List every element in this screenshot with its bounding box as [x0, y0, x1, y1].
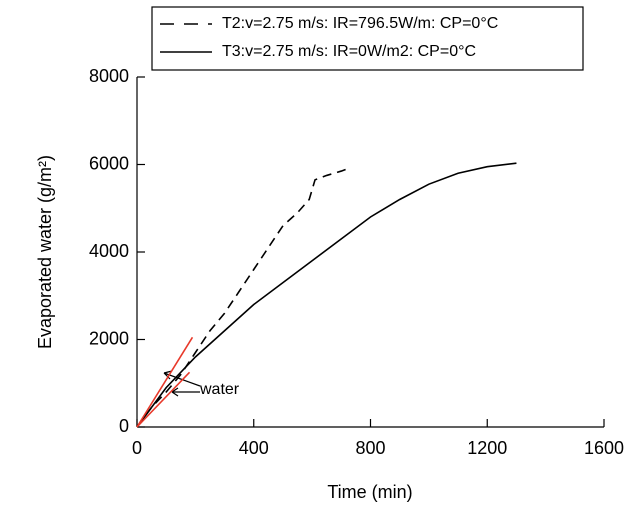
x-tick-label: 1200	[467, 438, 507, 458]
x-tick-label: 400	[239, 438, 269, 458]
y-tick-label: 8000	[89, 66, 129, 86]
x-tick-label: 1600	[584, 438, 624, 458]
legend: T2:v=2.75 m/s: IR=796.5W/m: CP=0°C T3:v=2…	[151, 6, 584, 71]
arrow	[171, 387, 200, 397]
legend-label: T2:v=2.75 m/s: IR=796.5W/m: CP=0°C	[222, 15, 498, 32]
y-tick-label: 4000	[89, 241, 129, 261]
x-tick-label: 0	[132, 438, 142, 458]
series-line	[136, 336, 194, 428]
y-axis-label: Evaporated water (g/m²)	[35, 155, 55, 349]
x-axis-label: Time (min)	[327, 482, 412, 502]
series-line	[136, 167, 351, 428]
y-tick-label: 0	[119, 416, 129, 436]
y-tick-label: 2000	[89, 328, 129, 348]
annotation: water	[199, 381, 240, 398]
legend-label: T3:v=2.75 m/s: IR=0W/m2: CP=0°C	[222, 43, 476, 60]
series-line	[136, 371, 191, 428]
x-tick-label: 800	[355, 438, 385, 458]
y-tick-label: 6000	[89, 153, 129, 173]
series-line	[136, 162, 517, 428]
legend-box	[151, 6, 584, 71]
